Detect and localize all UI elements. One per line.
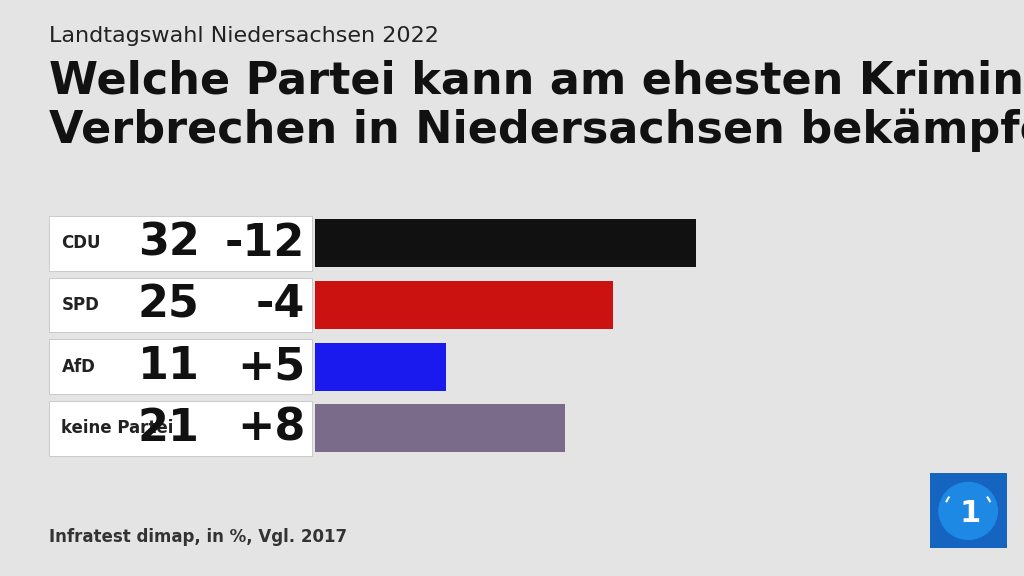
Text: 32: 32 — [138, 222, 200, 265]
Text: 11: 11 — [137, 345, 200, 388]
Circle shape — [939, 483, 997, 539]
Text: 1: 1 — [959, 499, 980, 528]
Text: 25: 25 — [138, 283, 200, 327]
Text: Welche Partei kann am ehesten Kriminalität und
Verbrechen in Niedersachsen bekäm: Welche Partei kann am ehesten Kriminalit… — [49, 60, 1024, 152]
Text: keine Partei: keine Partei — [61, 419, 174, 437]
Text: +8: +8 — [237, 407, 305, 450]
Text: CDU: CDU — [61, 234, 101, 252]
Text: SPD: SPD — [61, 296, 99, 314]
Text: 21: 21 — [137, 407, 200, 450]
FancyBboxPatch shape — [925, 468, 1012, 554]
Text: -12: -12 — [225, 222, 305, 265]
Text: +5: +5 — [237, 345, 305, 388]
Text: Landtagswahl Niedersachsen 2022: Landtagswahl Niedersachsen 2022 — [49, 26, 439, 46]
Text: -4: -4 — [256, 283, 305, 327]
Text: Infratest dimap, in %, Vgl. 2017: Infratest dimap, in %, Vgl. 2017 — [49, 528, 347, 546]
Text: AfD: AfD — [61, 358, 95, 376]
